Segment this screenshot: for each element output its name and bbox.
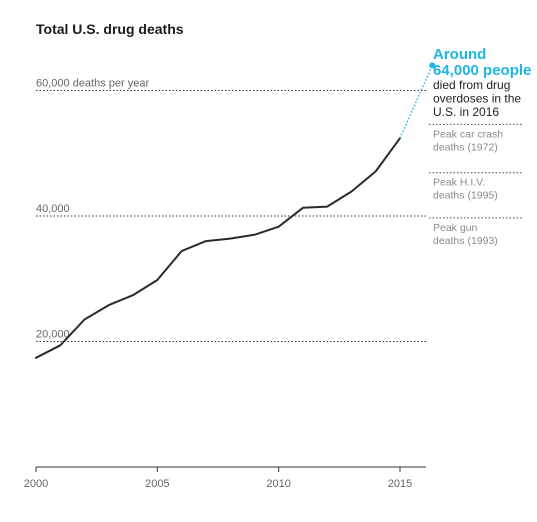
- annotation-body-2: U.S. in 2016: [433, 105, 499, 119]
- x-tick-label-2010: 2010: [266, 478, 290, 490]
- x-tick-label-2015: 2015: [388, 478, 412, 490]
- annotation-headline-1: 64,000 people: [433, 62, 531, 79]
- annotation-body-1: overdoses in the: [433, 92, 521, 106]
- annotation-headline-0: Around: [433, 46, 486, 63]
- reference-label-1-0: Peak H.I.V.: [433, 177, 485, 189]
- x-axis: 2000 2005 2010 2015: [24, 466, 426, 490]
- series-line-drug-deaths: [35, 137, 401, 359]
- reference-label-2-1: deaths (1993): [433, 235, 498, 247]
- gridlines: 20,000 40,000 60,000 deaths per year: [36, 78, 426, 342]
- reference-label-1-1: deaths (1995): [433, 190, 498, 202]
- x-tick-label-2005: 2005: [145, 478, 169, 490]
- reference-label-0-0: Peak car crash: [433, 128, 503, 140]
- gridline-label-20000: 20,000: [36, 329, 70, 341]
- projection-point-2016: [429, 62, 436, 69]
- gridline-label-40000: 40,000: [36, 203, 70, 215]
- x-tick-label-2000: 2000: [24, 478, 48, 490]
- annotation-body-0: died from drug: [433, 78, 510, 92]
- reference-label-0-1: deaths (1972): [433, 141, 498, 153]
- series-layer: [35, 62, 436, 359]
- projection-line-2016: [399, 65, 433, 139]
- chart-title: Total U.S. drug deaths: [36, 21, 184, 37]
- reference-label-2-0: Peak gun: [433, 222, 478, 234]
- gridline-label-60000: 60,000 deaths per year: [36, 78, 149, 90]
